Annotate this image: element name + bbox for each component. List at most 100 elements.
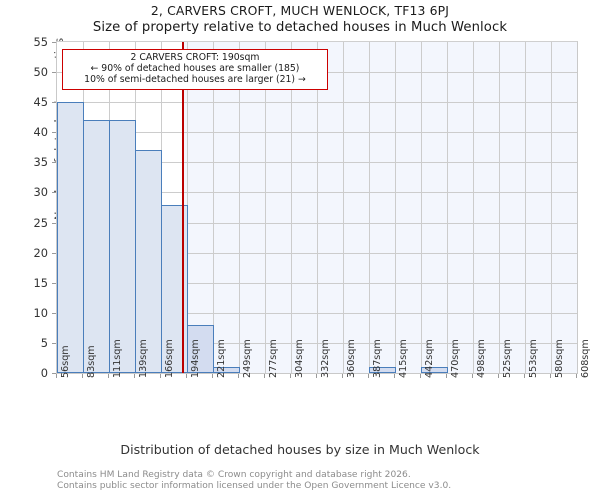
x-tick-label: 442sqm <box>424 339 435 378</box>
x-tick-label: 525sqm <box>502 339 513 378</box>
y-tick-mark <box>52 222 56 224</box>
x-tick-mark <box>56 374 57 378</box>
x-tick-mark <box>472 374 473 378</box>
y-tick-label: 15 <box>33 275 49 290</box>
x-tick-mark <box>238 374 239 378</box>
y-tick-mark <box>52 312 56 314</box>
chart-title: 2, CARVERS CROFT, MUCH WENLOCK, TF13 6PJ <box>150 3 450 18</box>
y-tick-label: 0 <box>40 366 48 380</box>
x-tick-label: 111sqm <box>112 339 123 378</box>
y-tick-label: 30 <box>33 185 49 200</box>
gridline-horizontal <box>57 253 577 254</box>
y-tick-label: 35 <box>33 155 49 170</box>
plot-area <box>56 41 578 374</box>
gridline-vertical <box>239 42 240 373</box>
gridline-horizontal <box>57 283 577 284</box>
property-annotation-box: 2 CARVERS CROFT: 190sqm ← 90% of detache… <box>62 49 328 90</box>
histogram-bar <box>421 366 448 373</box>
y-tick-mark <box>52 72 56 74</box>
x-tick-mark <box>420 374 421 378</box>
y-tick-label: 25 <box>33 215 49 230</box>
x-tick-label: 166sqm <box>164 339 175 378</box>
x-tick-label: 498sqm <box>476 339 487 378</box>
property-marker-line <box>182 42 185 373</box>
y-tick-label: 50 <box>33 65 49 80</box>
gridline-horizontal <box>57 132 577 133</box>
x-tick-label: 360sqm <box>346 339 357 378</box>
y-axis-ticks: 0 5 10 15 20 25 30 35 40 45 50 55 <box>0 35 52 380</box>
x-axis-label: Distribution of detached houses by size … <box>120 442 480 457</box>
gridline-horizontal <box>57 162 577 163</box>
x-tick-mark <box>524 374 525 378</box>
y-tick-label: 45 <box>33 95 49 110</box>
gridline-vertical <box>369 42 370 373</box>
x-tick-label: 332sqm <box>320 339 331 378</box>
gridline-vertical <box>473 42 474 373</box>
gridline-horizontal <box>57 313 577 314</box>
annotation-line-2: ← 90% of detached houses are smaller (18… <box>90 63 300 75</box>
y-tick-label: 55 <box>33 35 49 49</box>
y-tick-label: 40 <box>33 125 49 140</box>
x-tick-mark <box>576 374 577 378</box>
x-tick-label: 139sqm <box>138 339 149 378</box>
y-tick-mark <box>52 342 56 344</box>
x-tick-mark <box>446 374 447 378</box>
gridline-vertical <box>447 42 448 373</box>
gridline-horizontal <box>57 192 577 193</box>
gridline-vertical <box>395 42 396 373</box>
x-tick-mark <box>368 374 369 378</box>
gridline-horizontal <box>57 223 577 224</box>
y-tick-mark <box>52 42 56 43</box>
x-tick-label: 194sqm <box>190 339 201 378</box>
x-tick-mark <box>186 374 187 378</box>
shaded-larger-region <box>183 42 577 373</box>
gridline-vertical <box>421 42 422 373</box>
x-tick-mark <box>160 374 161 378</box>
x-tick-label: 249sqm <box>242 339 253 378</box>
x-tick-mark <box>290 374 291 378</box>
x-tick-label: 83sqm <box>86 345 97 378</box>
footer-line-1: Contains HM Land Registry data © Crown c… <box>57 470 411 480</box>
x-tick-mark <box>212 374 213 378</box>
histogram-bar <box>369 366 396 373</box>
attribution-footer: Contains HM Land Registry data © Crown c… <box>57 470 597 491</box>
x-tick-mark <box>550 374 551 378</box>
y-tick-label: 10 <box>33 305 49 320</box>
y-tick-mark <box>52 102 56 104</box>
gridline-vertical <box>525 42 526 373</box>
x-tick-mark <box>342 374 343 378</box>
y-tick-mark <box>52 132 56 134</box>
x-tick-label: 304sqm <box>294 339 305 378</box>
x-tick-label: 221sqm <box>216 339 227 378</box>
x-tick-label: 56sqm <box>60 345 71 378</box>
chart-subtitle: Size of property relative to detached ho… <box>92 20 508 35</box>
x-tick-mark <box>394 374 395 378</box>
x-tick-mark <box>264 374 265 378</box>
gridline-horizontal <box>57 343 577 344</box>
gridline-vertical <box>343 42 344 373</box>
y-tick-mark <box>52 282 56 284</box>
gridline-vertical <box>213 42 214 373</box>
gridline-vertical <box>317 42 318 373</box>
x-tick-mark <box>82 374 83 378</box>
x-tick-mark <box>108 374 109 378</box>
y-tick-mark <box>52 162 56 164</box>
x-tick-label: 553sqm <box>528 339 539 378</box>
x-tick-label: 608sqm <box>580 339 591 378</box>
x-tick-mark <box>316 374 317 378</box>
y-tick-label: 20 <box>33 245 49 260</box>
histogram-bar <box>213 366 240 373</box>
x-tick-label: 580sqm <box>554 339 565 378</box>
gridline-horizontal <box>57 102 577 103</box>
x-axis-ticks: 56sqm 83sqm 111sqm 139sqm 166sqm 194sqm 221sqm… <box>0 339 600 436</box>
annotation-line-3: 10% of semi-detached houses are larger (… <box>84 74 306 86</box>
x-tick-label: 470sqm <box>450 339 461 378</box>
histogram-bar <box>83 120 110 373</box>
footer-line-2: Contains public sector information licen… <box>57 480 452 491</box>
y-tick-mark <box>52 252 56 254</box>
gridline-vertical <box>291 42 292 373</box>
gridline-vertical <box>265 42 266 373</box>
x-tick-mark <box>498 374 499 378</box>
x-tick-label: 387sqm <box>372 339 383 378</box>
